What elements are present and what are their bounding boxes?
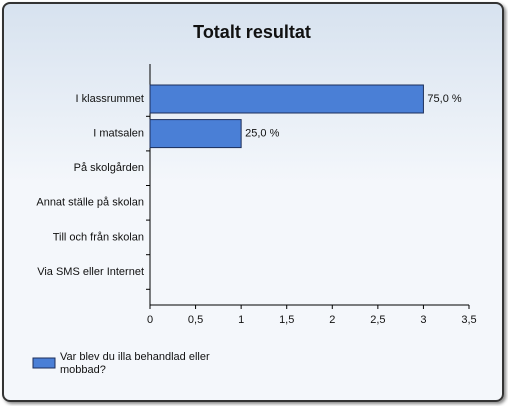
value-label: 25,0 % [245,128,279,140]
y-tick-label: I klassrummet [76,93,144,105]
x-tick-label: 0 [147,314,153,326]
x-tick-label: 2 [329,314,335,326]
bar [149,119,242,149]
chart-frame [2,2,504,402]
x-tick-label: 3,5 [461,314,476,326]
bar [149,84,424,114]
y-tick-label: På skolgården [74,162,144,174]
y-tick-label: Till och från skolan [53,231,144,243]
x-tick-label: 1 [238,314,244,326]
y-tick-label: Annat ställe på skolan [36,197,144,209]
x-tick-label: 3 [420,314,426,326]
x-tick-label: 0,5 [188,314,203,326]
x-tick-label: 2,5 [370,314,385,326]
y-tick-label: Via SMS eller Internet [37,266,144,278]
legend-label: Var blev du illa behandlad eller mobbad? [60,351,210,376]
legend-swatch [32,357,56,369]
chart-title: Totalt resultat [193,22,311,42]
x-tick-label: 1,5 [279,314,294,326]
value-label: 75,0 % [427,93,461,105]
y-tick-label: I matsalen [93,128,144,140]
